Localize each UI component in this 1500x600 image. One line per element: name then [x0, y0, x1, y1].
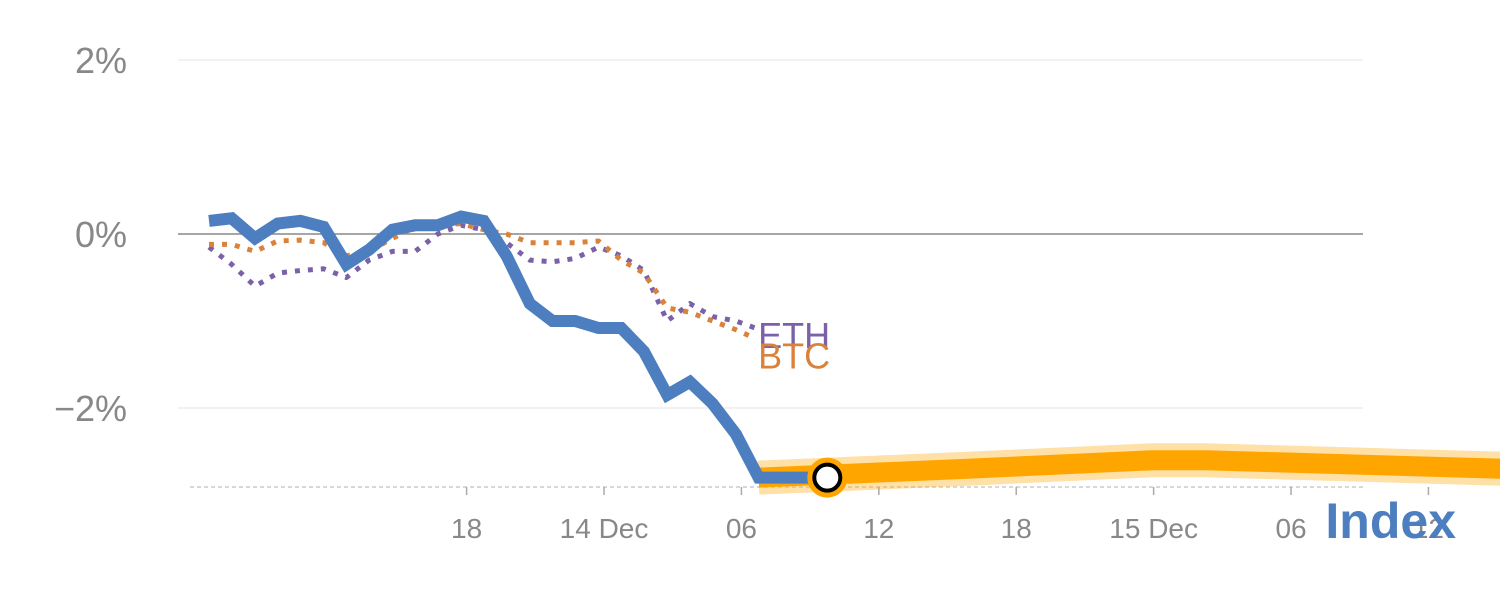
- index-series-label: Index: [1325, 493, 1456, 549]
- eth-series-label: ETH: [758, 315, 830, 356]
- y-tick-label: 2%: [75, 40, 127, 81]
- x-tick-label: 12: [1413, 513, 1444, 544]
- x-tick-label: 06: [1275, 513, 1306, 544]
- eth-series-line: [207, 222, 757, 331]
- btc-series-label: BTC: [758, 335, 830, 376]
- y-tick-label: 0%: [75, 214, 127, 255]
- series-lines: [207, 210, 1500, 495]
- x-tick-label: 18: [1001, 513, 1032, 544]
- current-value-marker[interactable]: [812, 462, 843, 493]
- x-axis: 18 14 Dec 06 12 18 15 Dec 06 12: [190, 486, 1444, 544]
- x-tick-label: 06: [726, 513, 757, 544]
- btc-series-line: [209, 221, 757, 341]
- x-tick-label: 12: [863, 513, 894, 544]
- x-tick-label: 14 Dec: [560, 513, 649, 544]
- gridlines: [178, 59, 1363, 409]
- x-tick-label: 15 Dec: [1109, 513, 1198, 544]
- forecast-line: [758, 450, 1500, 488]
- x-tick-label: 18: [451, 513, 482, 544]
- y-tick-label: −2%: [54, 388, 127, 429]
- y-axis: 2% 0% −2%: [54, 40, 127, 429]
- current-value-ring: [807, 457, 848, 498]
- index-series-line: [208, 210, 828, 484]
